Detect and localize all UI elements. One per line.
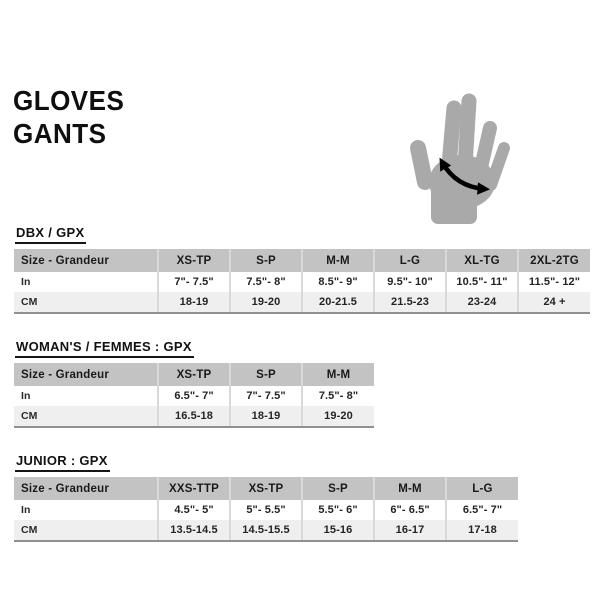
column-header: L-G bbox=[373, 249, 446, 272]
column-header-size: Size - Grandeur bbox=[14, 477, 158, 500]
size-cell: 13.5-14.5 bbox=[157, 520, 230, 542]
header-row: Size - Grandeur XS-TP S-P M-M bbox=[14, 363, 374, 386]
size-table-womans-gpx: Size - Grandeur XS-TP S-P M-M In 6.5"- 7… bbox=[14, 363, 374, 428]
size-cell: 8.5"- 9" bbox=[301, 272, 374, 292]
size-cell: 11.5"- 12" bbox=[517, 272, 590, 292]
size-cell: 19-20 bbox=[229, 292, 302, 314]
row-inches: In 7"- 7.5" 7.5"- 8" 8.5"- 9" 9.5"- 10" … bbox=[14, 272, 590, 292]
size-cell: 6.5"- 7" bbox=[157, 386, 230, 406]
size-cell: 9.5"- 10" bbox=[373, 272, 446, 292]
row-centimeters: CM 18-19 19-20 20-21.5 21.5-23 23-24 24 … bbox=[14, 292, 590, 314]
column-header: XL-TG bbox=[445, 249, 518, 272]
column-header: M-M bbox=[301, 249, 374, 272]
size-cell: 7"- 7.5" bbox=[229, 386, 302, 406]
row-centimeters: CM 13.5-14.5 14.5-15.5 15-16 16-17 17-18 bbox=[14, 520, 518, 542]
header-row: Size - Grandeur XXS-TTP XS-TP S-P M-M L-… bbox=[14, 477, 518, 500]
size-cell: 17-18 bbox=[445, 520, 518, 542]
page-title-en: GLOVES bbox=[13, 85, 125, 116]
column-header: 2XL-2TG bbox=[517, 249, 590, 272]
size-cell: 20-21.5 bbox=[301, 292, 374, 314]
row-label: In bbox=[21, 276, 31, 288]
hand-icon bbox=[410, 93, 510, 224]
page-title: GLOVES GANTS bbox=[13, 84, 124, 150]
row-label: In bbox=[21, 504, 31, 516]
column-header-size: Size - Grandeur bbox=[14, 249, 158, 272]
column-header: L-G bbox=[445, 477, 518, 500]
size-tables: DBX / GPX Size - Grandeur XS-TP S-P M-M … bbox=[14, 224, 590, 566]
size-cell: 6"- 6.5" bbox=[373, 500, 446, 520]
column-header: XXS-TTP bbox=[157, 477, 230, 500]
column-header: S-P bbox=[229, 249, 302, 272]
section-womans-gpx: WOMAN'S / FEMMES : GPX Size - Grandeur X… bbox=[14, 338, 590, 428]
row-label: CM bbox=[14, 520, 158, 542]
column-header: S-P bbox=[229, 363, 302, 386]
size-cell: 6.5"- 7" bbox=[445, 500, 518, 520]
column-header: S-P bbox=[301, 477, 374, 500]
column-header-size: Size - Grandeur bbox=[14, 363, 158, 386]
header-row: Size - Grandeur XS-TP S-P M-M L-G XL-TG … bbox=[14, 249, 590, 272]
size-cell: 18-19 bbox=[229, 406, 302, 428]
section-title-dbx-gpx: DBX / GPX bbox=[15, 225, 87, 244]
size-cell: 5.5"- 6" bbox=[301, 500, 374, 520]
size-cell: 7.5"- 8" bbox=[301, 386, 374, 406]
size-cell: 23-24 bbox=[445, 292, 518, 314]
column-header: XS-TP bbox=[229, 477, 302, 500]
column-header: M-M bbox=[301, 363, 374, 386]
size-cell: 15-16 bbox=[301, 520, 374, 542]
row-inches: In 4.5"- 5" 5"- 5.5" 5.5"- 6" 6"- 6.5" 6… bbox=[14, 500, 518, 520]
size-cell: 18-19 bbox=[157, 292, 230, 314]
section-dbx-gpx: DBX / GPX Size - Grandeur XS-TP S-P M-M … bbox=[14, 224, 590, 314]
section-title-junior-gpx: JUNIOR : GPX bbox=[15, 453, 110, 472]
size-cell: 4.5"- 5" bbox=[157, 500, 230, 520]
section-title-womans-gpx: WOMAN'S / FEMMES : GPX bbox=[15, 339, 194, 358]
size-cell: 5"- 5.5" bbox=[229, 500, 302, 520]
size-table-dbx-gpx: Size - Grandeur XS-TP S-P M-M L-G XL-TG … bbox=[14, 249, 590, 314]
row-centimeters: CM 16.5-18 18-19 19-20 bbox=[14, 406, 374, 428]
size-cell: 14.5-15.5 bbox=[229, 520, 302, 542]
size-cell: 7"- 7.5" bbox=[157, 272, 230, 292]
size-cell: 16.5-18 bbox=[157, 406, 230, 428]
column-header: XS-TP bbox=[157, 363, 230, 386]
page-title-fr: GANTS bbox=[13, 118, 107, 149]
size-table-junior-gpx: Size - Grandeur XXS-TTP XS-TP S-P M-M L-… bbox=[14, 477, 518, 542]
section-junior-gpx: JUNIOR : GPX Size - Grandeur XXS-TTP XS-… bbox=[14, 452, 590, 542]
size-cell: 24 + bbox=[517, 292, 590, 314]
column-header: XS-TP bbox=[157, 249, 230, 272]
size-cell: 16-17 bbox=[373, 520, 446, 542]
measure-circumference-arrow-icon bbox=[439, 157, 491, 195]
row-label: CM bbox=[14, 406, 158, 428]
size-cell: 19-20 bbox=[301, 406, 374, 428]
size-cell: 21.5-23 bbox=[373, 292, 446, 314]
size-cell: 10.5"- 11" bbox=[445, 272, 518, 292]
column-header: M-M bbox=[373, 477, 446, 500]
hand-measurement-illustration bbox=[406, 90, 528, 227]
row-label: In bbox=[21, 390, 31, 402]
size-cell: 7.5"- 8" bbox=[229, 272, 302, 292]
row-inches: In 6.5"- 7" 7"- 7.5" 7.5"- 8" bbox=[14, 386, 374, 406]
row-label: CM bbox=[14, 292, 158, 314]
